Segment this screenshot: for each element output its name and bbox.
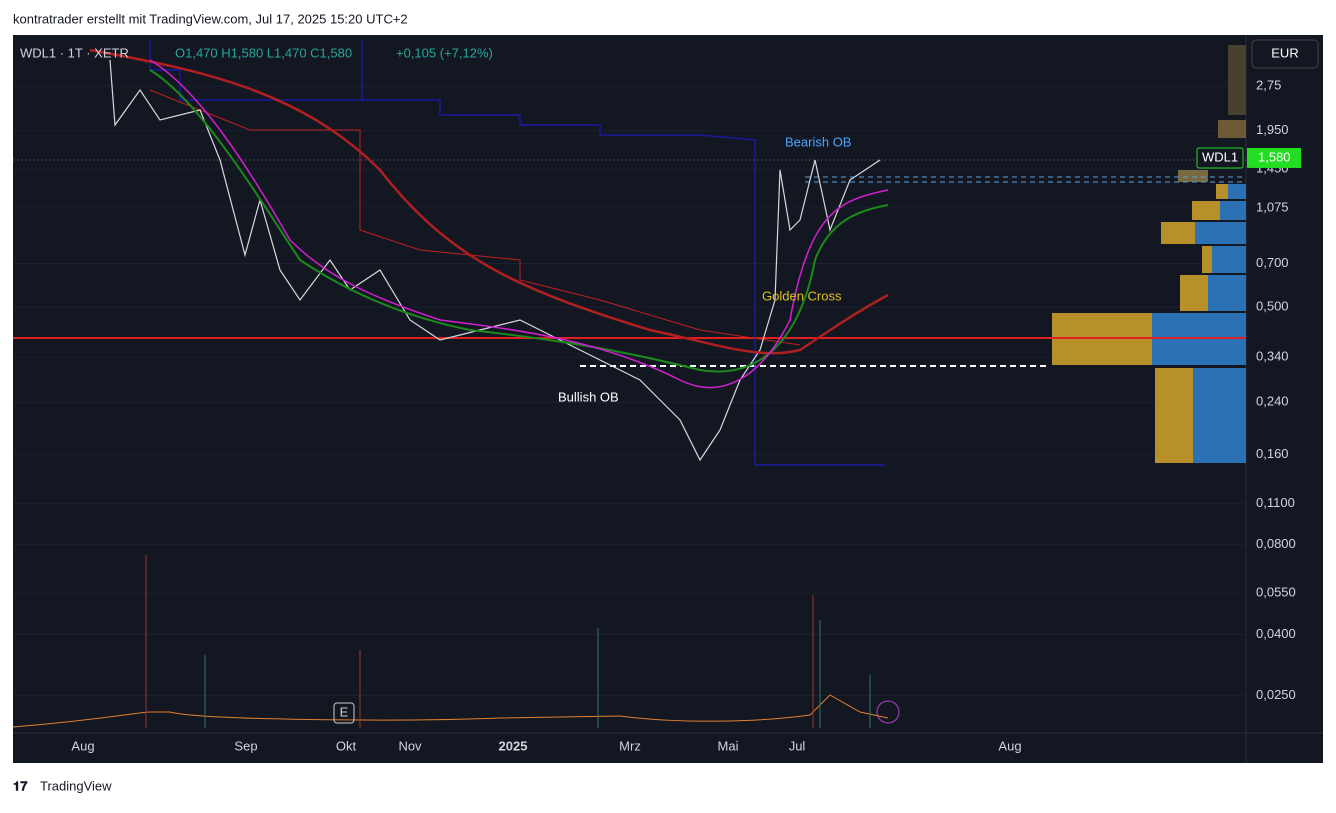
time-tick-label: Jul (789, 738, 806, 753)
time-tick-label: Nov (398, 738, 422, 753)
event-icon[interactable] (333, 702, 355, 724)
flash-icon[interactable] (876, 700, 900, 724)
moving-average (89, 48, 889, 355)
moving-average (149, 59, 889, 389)
last-price-badge (1247, 147, 1301, 168)
last-price-label: 1,580 (1258, 149, 1291, 164)
volume-ma (12, 694, 889, 728)
header-title: kontratrader erstellt mit TradingView.co… (13, 11, 408, 26)
price-tick-label: 0,500 (1256, 299, 1289, 314)
price-tick-label: 1,950 (1256, 122, 1289, 137)
price-tick-label: 2,75 (1256, 78, 1281, 93)
price-tick-label: 0,340 (1256, 349, 1289, 364)
price-tick-label: 0,1100 (1256, 495, 1295, 510)
legend-ohlc: O1,470 H1,580 L1,470 C1,580 (175, 45, 352, 60)
annotation: Bullish OB (558, 389, 619, 404)
currency-label: EUR (1271, 45, 1298, 60)
footer-logo: 𝟏𝟕 (13, 778, 28, 793)
legend-change: +0,105 (+7,12%) (396, 45, 493, 60)
price-tick-label: 0,0400 (1256, 626, 1296, 641)
time-tick-label: Mai (718, 738, 739, 753)
currency-button[interactable] (1251, 39, 1319, 69)
time-tick-label: Aug (998, 738, 1021, 753)
time-tick-label: 2025 (499, 738, 528, 753)
footer-brand: TradingView (40, 778, 112, 793)
time-tick-label: Okt (336, 738, 357, 753)
volume-bars (145, 555, 871, 728)
channel-line (149, 40, 885, 466)
symbol-badge (1196, 147, 1244, 169)
time-tick-label: Mrz (619, 738, 641, 753)
chart-area (13, 35, 1323, 763)
price-tick-label: 0,0250 (1256, 687, 1296, 702)
time-tick-label: Sep (234, 738, 257, 753)
price-tick-label: 0,160 (1256, 446, 1289, 461)
annotation: Bearish OB (785, 134, 851, 149)
moving-average (149, 69, 889, 373)
price-tick-label: 1,075 (1256, 199, 1289, 214)
price-tick-label: 0,0550 (1256, 585, 1296, 600)
price-tick-label: 0,700 (1256, 255, 1289, 270)
legend-symbol[interactable]: WDL1 · 1T · XETR (20, 45, 129, 60)
price-tick-label: 0,0800 (1256, 536, 1296, 551)
symbol-badge-label: WDL1 (1202, 149, 1238, 164)
annotation: Golden Cross (762, 288, 842, 303)
time-tick-label: Aug (71, 738, 94, 753)
price-tick-label: 0,240 (1256, 394, 1289, 409)
price-series (109, 59, 881, 462)
event-icon-label: E (340, 704, 349, 719)
